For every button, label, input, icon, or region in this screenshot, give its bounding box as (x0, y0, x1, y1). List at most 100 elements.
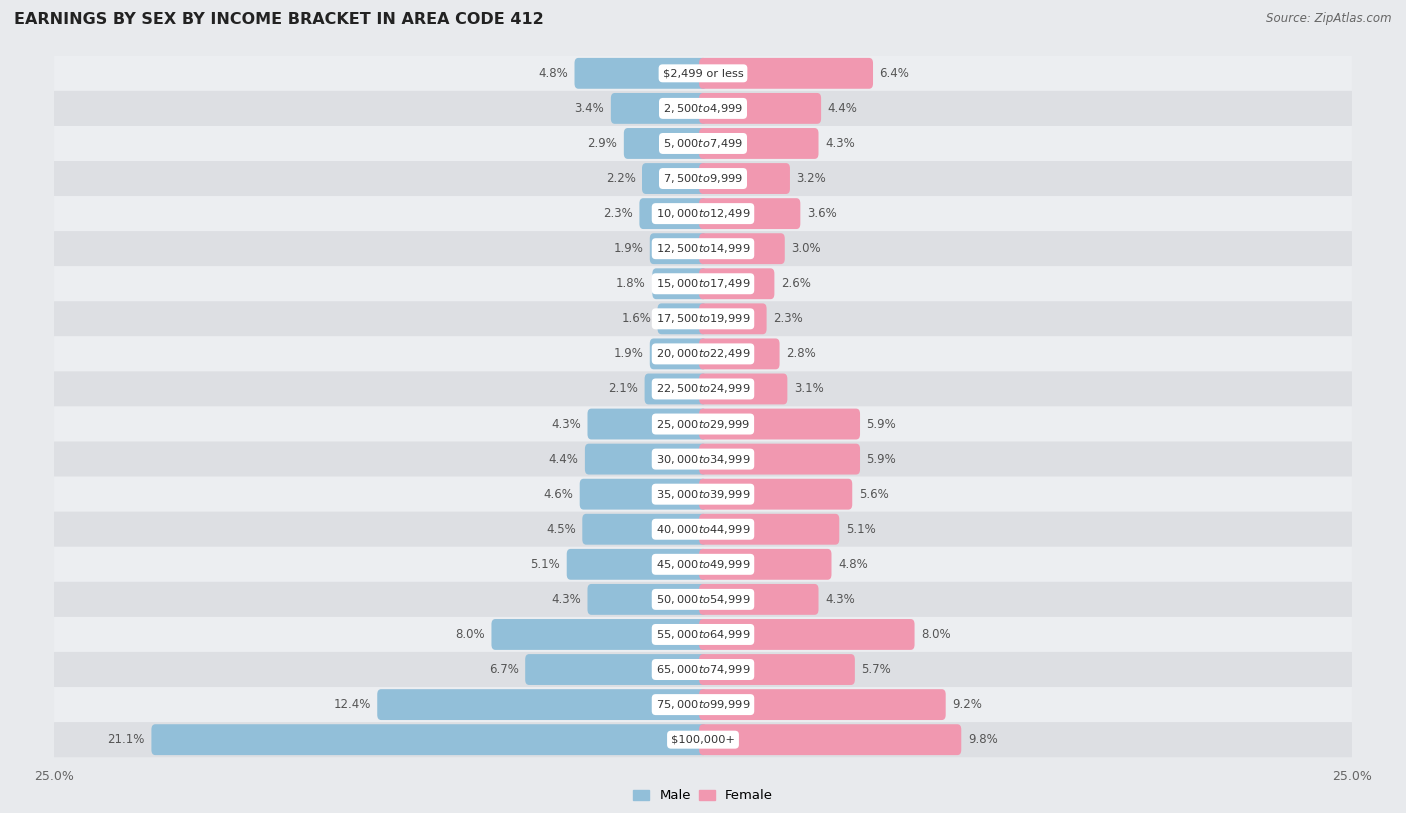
FancyBboxPatch shape (624, 128, 707, 159)
FancyBboxPatch shape (644, 373, 707, 404)
FancyBboxPatch shape (699, 233, 785, 264)
FancyBboxPatch shape (658, 303, 707, 334)
FancyBboxPatch shape (582, 514, 707, 545)
Text: $20,000 to $22,499: $20,000 to $22,499 (655, 347, 751, 360)
Text: 4.5%: 4.5% (546, 523, 576, 536)
Text: 2.9%: 2.9% (588, 137, 617, 150)
Text: $30,000 to $34,999: $30,000 to $34,999 (655, 453, 751, 466)
Text: $25,000 to $29,999: $25,000 to $29,999 (655, 418, 751, 431)
FancyBboxPatch shape (699, 338, 779, 369)
Text: $50,000 to $54,999: $50,000 to $54,999 (655, 593, 751, 606)
FancyBboxPatch shape (53, 617, 1353, 652)
FancyBboxPatch shape (53, 406, 1353, 441)
FancyBboxPatch shape (152, 724, 707, 755)
FancyBboxPatch shape (53, 511, 1353, 547)
Text: 8.0%: 8.0% (921, 628, 950, 641)
Text: 1.8%: 1.8% (616, 277, 645, 290)
Text: $75,000 to $99,999: $75,000 to $99,999 (655, 698, 751, 711)
Text: $5,000 to $7,499: $5,000 to $7,499 (664, 137, 742, 150)
FancyBboxPatch shape (699, 584, 818, 615)
FancyBboxPatch shape (567, 549, 707, 580)
Text: 4.8%: 4.8% (538, 67, 568, 80)
Text: Source: ZipAtlas.com: Source: ZipAtlas.com (1267, 12, 1392, 25)
FancyBboxPatch shape (699, 444, 860, 475)
Text: 1.9%: 1.9% (613, 347, 644, 360)
FancyBboxPatch shape (699, 198, 800, 229)
Text: 4.4%: 4.4% (548, 453, 578, 466)
Text: 5.7%: 5.7% (862, 663, 891, 676)
FancyBboxPatch shape (699, 128, 818, 159)
FancyBboxPatch shape (53, 161, 1353, 196)
Text: $17,500 to $19,999: $17,500 to $19,999 (655, 312, 751, 325)
FancyBboxPatch shape (699, 689, 946, 720)
FancyBboxPatch shape (699, 479, 852, 510)
FancyBboxPatch shape (53, 722, 1353, 757)
Legend: Male, Female: Male, Female (627, 785, 779, 807)
Text: 4.4%: 4.4% (828, 102, 858, 115)
Text: 9.2%: 9.2% (952, 698, 981, 711)
FancyBboxPatch shape (588, 409, 707, 440)
FancyBboxPatch shape (585, 444, 707, 475)
FancyBboxPatch shape (699, 303, 766, 334)
Text: 3.1%: 3.1% (794, 382, 824, 395)
Text: 5.9%: 5.9% (866, 453, 896, 466)
Text: 12.4%: 12.4% (333, 698, 371, 711)
FancyBboxPatch shape (699, 268, 775, 299)
Text: 4.3%: 4.3% (551, 418, 581, 431)
Text: 3.6%: 3.6% (807, 207, 837, 220)
FancyBboxPatch shape (53, 126, 1353, 161)
Text: 5.6%: 5.6% (859, 488, 889, 501)
FancyBboxPatch shape (650, 233, 707, 264)
Text: $40,000 to $44,999: $40,000 to $44,999 (655, 523, 751, 536)
Text: $10,000 to $12,499: $10,000 to $12,499 (655, 207, 751, 220)
FancyBboxPatch shape (699, 58, 873, 89)
Text: $35,000 to $39,999: $35,000 to $39,999 (655, 488, 751, 501)
Text: 2.1%: 2.1% (609, 382, 638, 395)
FancyBboxPatch shape (643, 163, 707, 194)
FancyBboxPatch shape (699, 373, 787, 404)
Text: 2.8%: 2.8% (786, 347, 815, 360)
Text: $12,500 to $14,999: $12,500 to $14,999 (655, 242, 751, 255)
FancyBboxPatch shape (53, 302, 1353, 337)
FancyBboxPatch shape (526, 654, 707, 685)
FancyBboxPatch shape (699, 163, 790, 194)
Text: 2.3%: 2.3% (773, 312, 803, 325)
FancyBboxPatch shape (650, 338, 707, 369)
FancyBboxPatch shape (53, 687, 1353, 722)
FancyBboxPatch shape (377, 689, 707, 720)
Text: 4.3%: 4.3% (551, 593, 581, 606)
FancyBboxPatch shape (699, 724, 962, 755)
FancyBboxPatch shape (492, 619, 707, 650)
Text: $22,500 to $24,999: $22,500 to $24,999 (655, 382, 751, 395)
Text: EARNINGS BY SEX BY INCOME BRACKET IN AREA CODE 412: EARNINGS BY SEX BY INCOME BRACKET IN ARE… (14, 12, 544, 27)
Text: $100,000+: $100,000+ (671, 735, 735, 745)
FancyBboxPatch shape (53, 372, 1353, 406)
FancyBboxPatch shape (699, 549, 831, 580)
Text: $55,000 to $64,999: $55,000 to $64,999 (655, 628, 751, 641)
Text: 4.3%: 4.3% (825, 593, 855, 606)
FancyBboxPatch shape (588, 584, 707, 615)
Text: 1.6%: 1.6% (621, 312, 651, 325)
FancyBboxPatch shape (53, 476, 1353, 511)
FancyBboxPatch shape (53, 652, 1353, 687)
Text: 5.1%: 5.1% (846, 523, 876, 536)
FancyBboxPatch shape (699, 93, 821, 124)
Text: 6.7%: 6.7% (489, 663, 519, 676)
FancyBboxPatch shape (53, 266, 1353, 302)
Text: 9.8%: 9.8% (967, 733, 997, 746)
FancyBboxPatch shape (53, 441, 1353, 476)
FancyBboxPatch shape (53, 582, 1353, 617)
Text: 4.6%: 4.6% (543, 488, 574, 501)
FancyBboxPatch shape (53, 56, 1353, 91)
Text: $45,000 to $49,999: $45,000 to $49,999 (655, 558, 751, 571)
Text: 3.4%: 3.4% (575, 102, 605, 115)
Text: $2,500 to $4,999: $2,500 to $4,999 (664, 102, 742, 115)
Text: $2,499 or less: $2,499 or less (662, 68, 744, 78)
Text: $7,500 to $9,999: $7,500 to $9,999 (664, 172, 742, 185)
Text: 6.4%: 6.4% (880, 67, 910, 80)
FancyBboxPatch shape (699, 654, 855, 685)
Text: 21.1%: 21.1% (107, 733, 145, 746)
FancyBboxPatch shape (610, 93, 707, 124)
FancyBboxPatch shape (699, 409, 860, 440)
Text: 2.6%: 2.6% (780, 277, 811, 290)
